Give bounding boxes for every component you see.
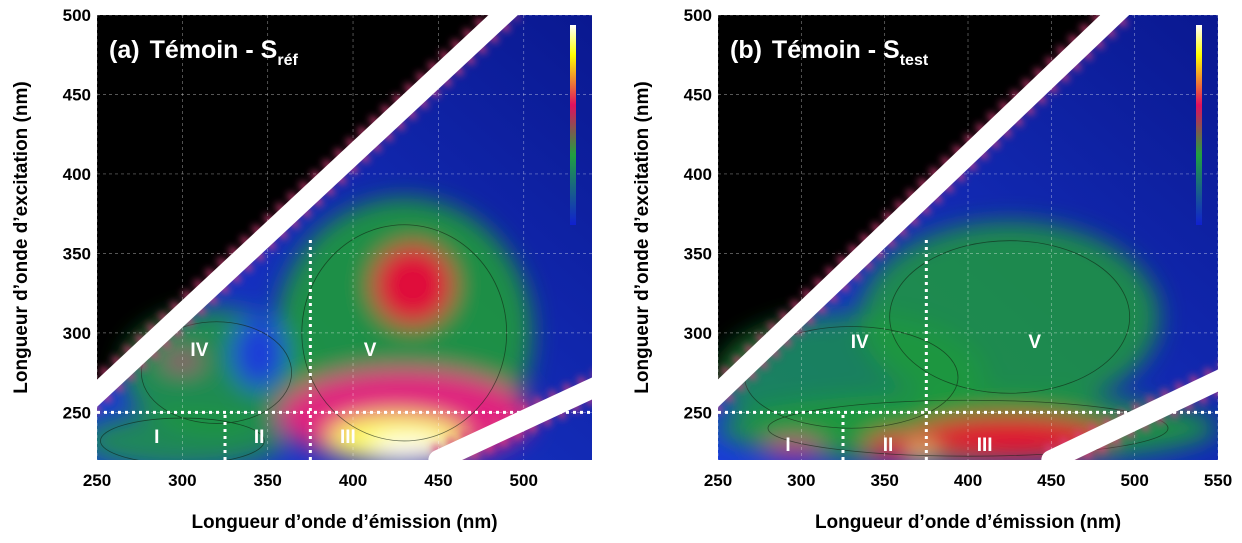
- scatter-band: [718, 15, 1129, 408]
- contours: [744, 240, 1169, 457]
- region-label: II: [883, 435, 894, 456]
- y-tick-label: 500: [684, 6, 712, 25]
- region-label: I: [785, 435, 790, 456]
- blob: [161, 351, 203, 372]
- contour: [301, 224, 508, 442]
- fluorescence: [97, 197, 533, 460]
- x-axis-label: Longueur d’onde d’émission (nm): [191, 512, 497, 533]
- region-label: IV: [851, 332, 869, 353]
- contour: [100, 417, 265, 460]
- y-tick-label: 250: [63, 403, 91, 422]
- y-axis-label: Longueur d’onde d’excitation (nm): [11, 81, 32, 393]
- scatter-band: [97, 15, 518, 407]
- x-axis-label: Longueur d’onde d’émission (nm): [815, 512, 1121, 533]
- x-tick-label: 400: [954, 471, 982, 490]
- title-text: Témoin - S: [150, 36, 278, 64]
- title-subscript: réf: [277, 52, 298, 69]
- contour: [889, 240, 1131, 394]
- region-label: IV: [190, 340, 208, 361]
- x-tick-label: 350: [254, 471, 282, 490]
- blob: [370, 436, 446, 459]
- x-tick-label: 450: [424, 471, 452, 490]
- x-tick-label: 300: [168, 471, 196, 490]
- contours: [100, 224, 508, 460]
- scatter-band: [428, 377, 592, 460]
- scatter-band: [1041, 369, 1218, 460]
- panel-letter: (b): [730, 36, 762, 64]
- region-label: V: [364, 340, 377, 361]
- y-tick-label: 400: [63, 165, 91, 184]
- x-tick-label: 400: [339, 471, 367, 490]
- panel-title: (b) Témoin - Stest: [730, 36, 929, 69]
- y-tick-label: 300: [63, 324, 91, 343]
- y-tick-label: 450: [63, 85, 91, 104]
- colorbar: [1196, 25, 1202, 225]
- y-tick-label: 350: [63, 244, 91, 263]
- y-tick-label: 450: [684, 85, 712, 104]
- region-label: III: [340, 427, 356, 448]
- x-tick-label: 300: [787, 471, 815, 490]
- blob: [231, 318, 287, 389]
- region-label: II: [254, 427, 265, 448]
- colorbar: [570, 25, 576, 225]
- x-tick-label: 450: [1037, 471, 1065, 490]
- y-tick-label: 400: [684, 165, 712, 184]
- x-tick-label: 500: [510, 471, 538, 490]
- panel-letter: (a): [109, 36, 140, 64]
- region-label: III: [977, 435, 993, 456]
- blob: [909, 445, 933, 459]
- blob: [763, 439, 823, 459]
- region-label: V: [1028, 332, 1041, 353]
- y-axis-label: Longueur d’onde d’excitation (nm): [632, 81, 653, 393]
- title-text: Témoin - S: [772, 36, 900, 64]
- y-tick-label: 300: [684, 324, 712, 343]
- title-subscript: test: [900, 52, 929, 69]
- panel-title: (a) Témoin - Sréf: [109, 36, 298, 69]
- y-tick-label: 350: [684, 244, 712, 263]
- x-tick-label: 500: [1120, 471, 1148, 490]
- x-tick-label: 250: [83, 471, 111, 490]
- contour: [767, 399, 1169, 457]
- x-tick-label: 550: [1204, 471, 1232, 490]
- x-tick-label: 250: [704, 471, 732, 490]
- contour: [140, 321, 292, 424]
- y-tick-label: 500: [63, 6, 91, 25]
- y-tick-label: 250: [684, 403, 712, 422]
- blob: [371, 243, 454, 327]
- x-tick-label: 350: [870, 471, 898, 490]
- region-label: I: [154, 427, 159, 448]
